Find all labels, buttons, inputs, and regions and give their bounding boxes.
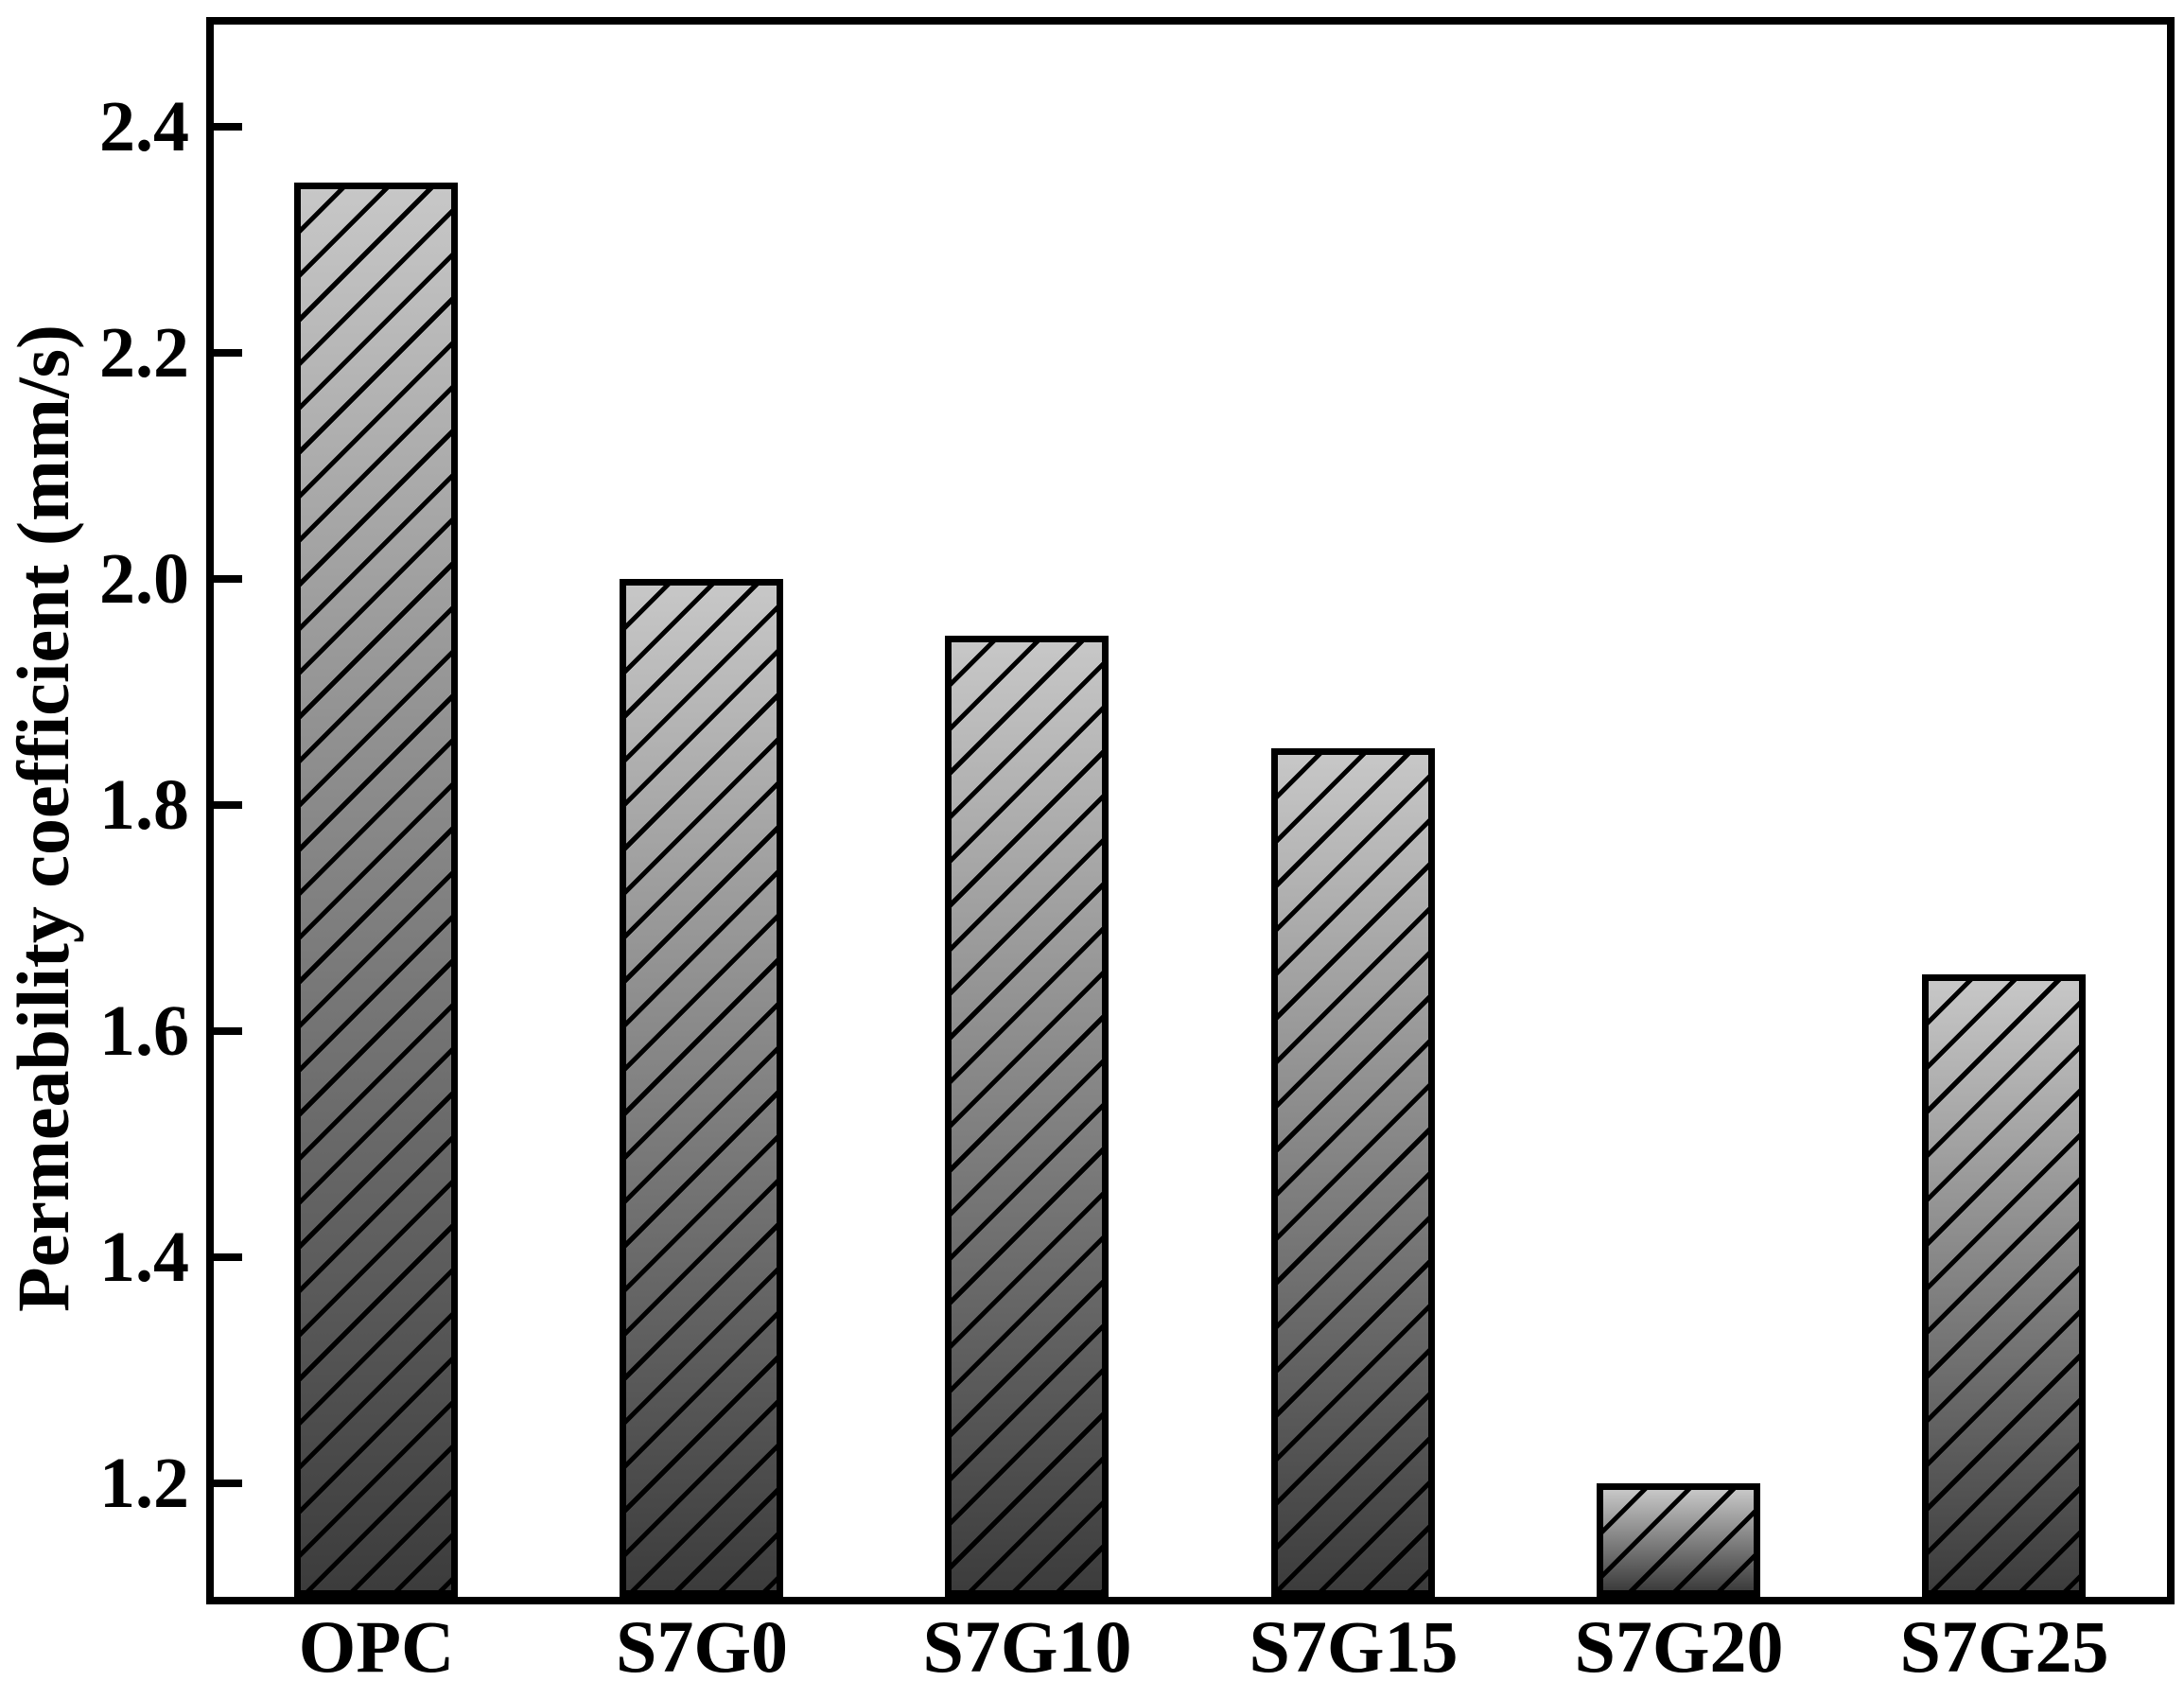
plot-inner <box>214 25 2167 1597</box>
bar-S7G10 <box>945 636 1109 1597</box>
y-tick-label: 1.4 <box>99 1217 189 1297</box>
x-tick-label-OPC: OPC <box>298 1605 455 1688</box>
y-tick-label: 2.0 <box>99 539 189 619</box>
y-tick-mark <box>214 349 242 357</box>
bar-S7G20 <box>1597 1483 1760 1597</box>
x-tick-label-S7G0: S7G0 <box>615 1605 789 1688</box>
y-tick-mark <box>214 1027 242 1035</box>
y-tick-label: 1.8 <box>99 765 189 845</box>
y-tick-mark <box>214 1253 242 1261</box>
y-tick-mark <box>214 575 242 583</box>
y-tick-label: 1.2 <box>99 1444 189 1523</box>
x-tick-label-S7G10: S7G10 <box>922 1605 1132 1688</box>
bar-S7G0 <box>620 579 783 1597</box>
y-tick-mark <box>214 123 242 131</box>
bar-S7G15 <box>1271 748 1435 1597</box>
y-tick-label: 1.6 <box>99 991 189 1071</box>
bar-S7G25 <box>1922 974 2086 1597</box>
y-tick-mark <box>214 1480 242 1487</box>
bar-OPC <box>294 183 458 1597</box>
y-tick-label: 2.2 <box>99 313 189 393</box>
y-tick-mark <box>214 801 242 809</box>
y-tick-label: 2.4 <box>99 87 189 166</box>
plot-area <box>206 17 2175 1604</box>
x-tick-label-S7G15: S7G15 <box>1249 1605 1459 1688</box>
x-tick-label-S7G20: S7G20 <box>1574 1605 1784 1688</box>
x-tick-label-S7G25: S7G25 <box>1899 1605 2109 1688</box>
